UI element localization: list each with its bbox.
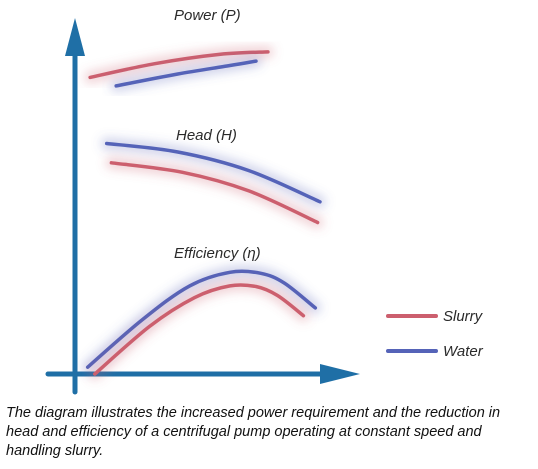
legend-item-slurry: Slurry [386, 308, 484, 325]
pump-performance-chart: Power (P) Head (H) Efficiency (η) Slurry… [45, 7, 484, 395]
legend-item-water: Water [386, 343, 484, 360]
efficiency-curve-label: Efficiency (η) [174, 245, 261, 262]
y-axis-arrow [65, 18, 85, 56]
power-water-curve [114, 59, 258, 88]
power-curve-label: Power (P) [174, 7, 241, 24]
power-slurry-curve [88, 50, 270, 80]
head-water-curve-shadow [100, 137, 326, 208]
legend-label-water: Water [443, 343, 484, 360]
legend-label-slurry: Slurry [443, 308, 484, 325]
head-water-curve [104, 141, 322, 204]
x-axis-arrow [320, 364, 360, 384]
efficiency-slurry-curve [93, 283, 306, 376]
caption: The diagram illustrates the increased po… [6, 405, 501, 459]
efficiency-water-curve [85, 269, 318, 369]
head-slurry-curve [109, 161, 320, 225]
head-curve-label: Head (H) [176, 127, 237, 144]
curves [81, 45, 326, 380]
legend: Slurry Water [386, 308, 484, 360]
